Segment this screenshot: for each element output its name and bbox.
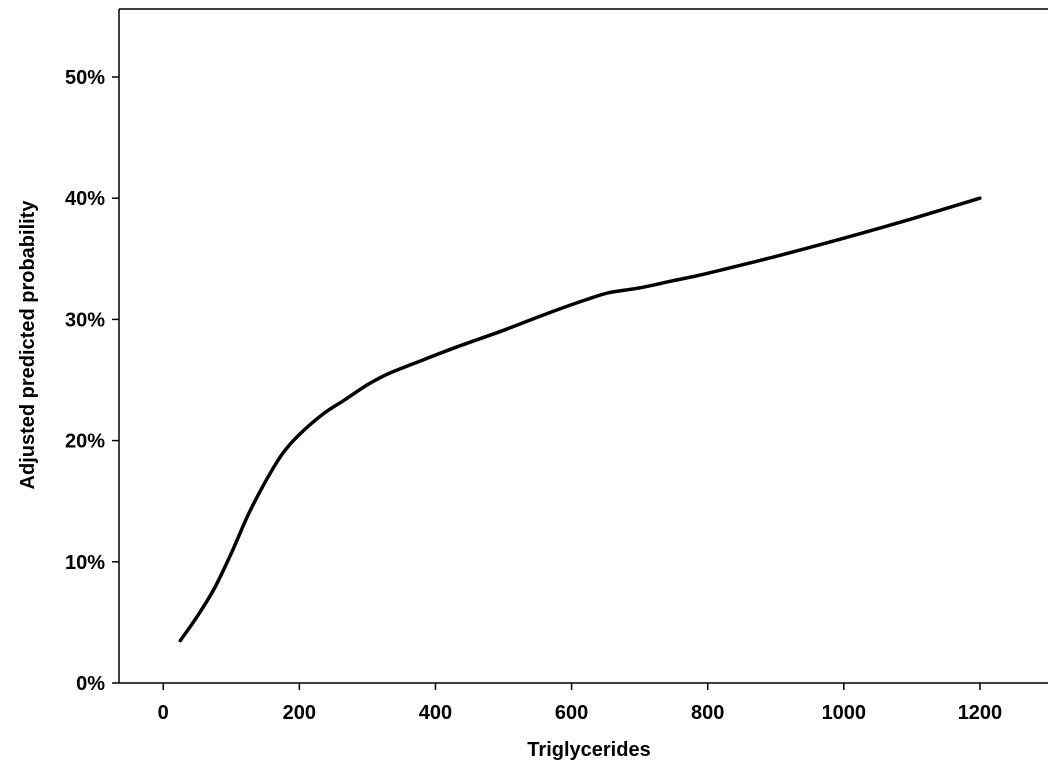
x-axis-ticks: 0 200 400 600 800 1000 1200 xyxy=(158,683,1003,724)
x-tick-label: 800 xyxy=(691,702,724,724)
x-tick-label: 1200 xyxy=(958,702,1003,724)
y-axis-ticks: 0% 10% 20% 30% 40% 50% xyxy=(65,67,119,695)
y-tick-label: 0% xyxy=(76,673,105,695)
x-tick-label: 200 xyxy=(283,702,316,724)
x-axis-title: Triglycerides xyxy=(527,739,650,761)
x-tick-label: 400 xyxy=(419,702,452,724)
y-tick-label: 30% xyxy=(65,309,105,331)
y-tick-label: 40% xyxy=(65,188,105,210)
y-tick-label: 50% xyxy=(65,67,105,89)
y-axis-title: Adjusted predicted probability xyxy=(17,200,39,490)
x-tick-label: 1000 xyxy=(822,702,867,724)
x-tick-label: 600 xyxy=(555,702,588,724)
x-tick-label: 0 xyxy=(158,702,169,724)
y-tick-label: 10% xyxy=(65,552,105,574)
series-line xyxy=(178,196,982,643)
y-tick-label: 20% xyxy=(65,431,105,453)
